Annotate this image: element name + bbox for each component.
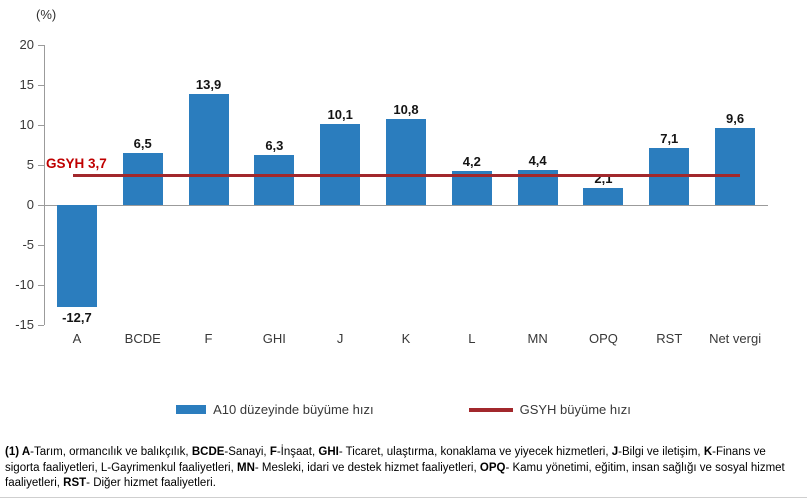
x-axis-category-label: F <box>204 331 213 346</box>
y-axis-tick-label: 20 <box>19 37 34 52</box>
footnote-segment: (1) A <box>5 446 31 458</box>
bar-BCDE <box>122 153 163 205</box>
footnote-segment: -Finans ve sigorta faaliyetleri, L-Gayri… <box>5 446 766 474</box>
x-axis-category-label: GHI <box>262 331 286 346</box>
bar-J <box>320 124 361 205</box>
footnote-segment: BCDE <box>191 446 225 458</box>
x-axis-category-label: A <box>72 331 82 346</box>
legend-label-line-series: GSYH büyüme hızı <box>519 402 631 417</box>
footnote-segment: -Tarım, ormancılık ve balıkçılık, <box>30 446 192 458</box>
y-axis-tick <box>38 245 44 246</box>
footnote-segment: - Diğer hizmet faaliyetleri. <box>86 477 216 489</box>
footnote-segment: J <box>611 446 619 458</box>
x-axis-category-label: BCDE <box>124 331 161 346</box>
footnote-segment: -Sanayi, <box>224 446 270 458</box>
legend-item-line-series: GSYH büyüme hızı <box>468 402 631 417</box>
footnote-segment: OPQ <box>479 461 506 474</box>
footnote: (1) A-Tarım, ormancılık ve balıkçılık, B… <box>5 445 802 492</box>
y-axis-unit-label: (%) <box>36 7 57 22</box>
bar-A <box>56 205 97 307</box>
bar-K <box>386 118 426 205</box>
footnote-segment: -Bilgi ve iletişim, <box>618 446 704 458</box>
y-axis-tick <box>38 85 44 86</box>
x-axis-category-label: Net vergi <box>709 331 762 346</box>
y-axis-line <box>44 45 45 325</box>
bar-value-label: 10,8 <box>393 101 419 117</box>
line-series-swatch-icon <box>468 407 513 412</box>
bar-value-label: 4,2 <box>462 154 481 170</box>
y-axis-tick <box>38 325 44 326</box>
y-axis-tick-label: 0 <box>26 197 34 212</box>
bar-series-swatch-icon <box>176 405 207 414</box>
y-axis-tick <box>38 125 44 126</box>
bar-Net-vergi <box>715 128 756 205</box>
y-axis-tick <box>38 165 44 166</box>
bar-value-label: 4,4 <box>528 152 547 168</box>
footnote-segment: F <box>269 446 277 458</box>
chart-legend: A10 düzeyinde büyüme hızı GSYH büyüme hı… <box>0 402 807 417</box>
footnote-segment: - Kamu yönetimi, eğitim, insan sağlığı v… <box>5 461 785 490</box>
y-axis-tick-label: 5 <box>26 157 34 172</box>
x-axis-category-label: L <box>468 331 476 346</box>
bar-value-label: 9,6 <box>726 111 745 127</box>
footnote-segment: MN <box>237 461 255 474</box>
bar-value-label: -12,7 <box>62 309 92 325</box>
y-axis-tick <box>38 205 44 206</box>
x-axis-category-label: RST <box>656 331 683 346</box>
bar-value-label: 7,1 <box>660 131 679 147</box>
x-axis-category-label: K <box>401 331 411 346</box>
legend-label-bar-series: A10 düzeyinde büyüme hızı <box>213 402 374 417</box>
footnote-segment: - Ticaret, ulaştırma, konaklama ve yiyec… <box>338 446 612 458</box>
bar-OPQ <box>583 188 624 205</box>
y-axis-tick-label: -5 <box>22 237 34 252</box>
legend-item-bar-series: A10 düzeyinde büyüme hızı <box>176 402 374 417</box>
y-axis-tick <box>38 285 44 286</box>
y-axis-tick <box>38 45 44 46</box>
y-axis-tick-label: -15 <box>15 317 34 332</box>
bar-value-label: 6,3 <box>265 137 284 153</box>
bar-value-label: 13,9 <box>195 76 222 92</box>
x-axis-category-label: J <box>336 331 344 346</box>
bar-value-label: 6,5 <box>133 136 152 151</box>
x-axis-category-label: OPQ <box>588 331 618 346</box>
plot-area: 20 15 10 5 0 -5 -10 -15 -12,7 A 6,5 BCDE 13,9 F 6,3 GHI… <box>15 37 768 346</box>
gsyh-reference-label: GSYH 3,7 <box>46 156 107 172</box>
footnote-segment: GHI <box>318 446 339 458</box>
y-axis-tick-label: 15 <box>19 77 34 92</box>
footnote-segment: RST <box>63 477 87 489</box>
bar-F <box>188 93 229 205</box>
x-axis-category-label: MN <box>527 331 548 346</box>
footnote-segment: K <box>703 446 713 458</box>
bar-GHI <box>254 154 295 205</box>
footnote-segment: -İnşaat, <box>276 446 319 458</box>
y-axis-tick-label: -10 <box>15 277 34 292</box>
x-axis-baseline <box>44 205 768 206</box>
footnote-segment: - Mesleki, idari ve destek hizmet faaliy… <box>254 461 480 474</box>
bar-value-label: 10,1 <box>327 107 353 123</box>
y-axis-tick-label: 10 <box>19 117 34 132</box>
gsyh-reference-line <box>73 174 740 178</box>
